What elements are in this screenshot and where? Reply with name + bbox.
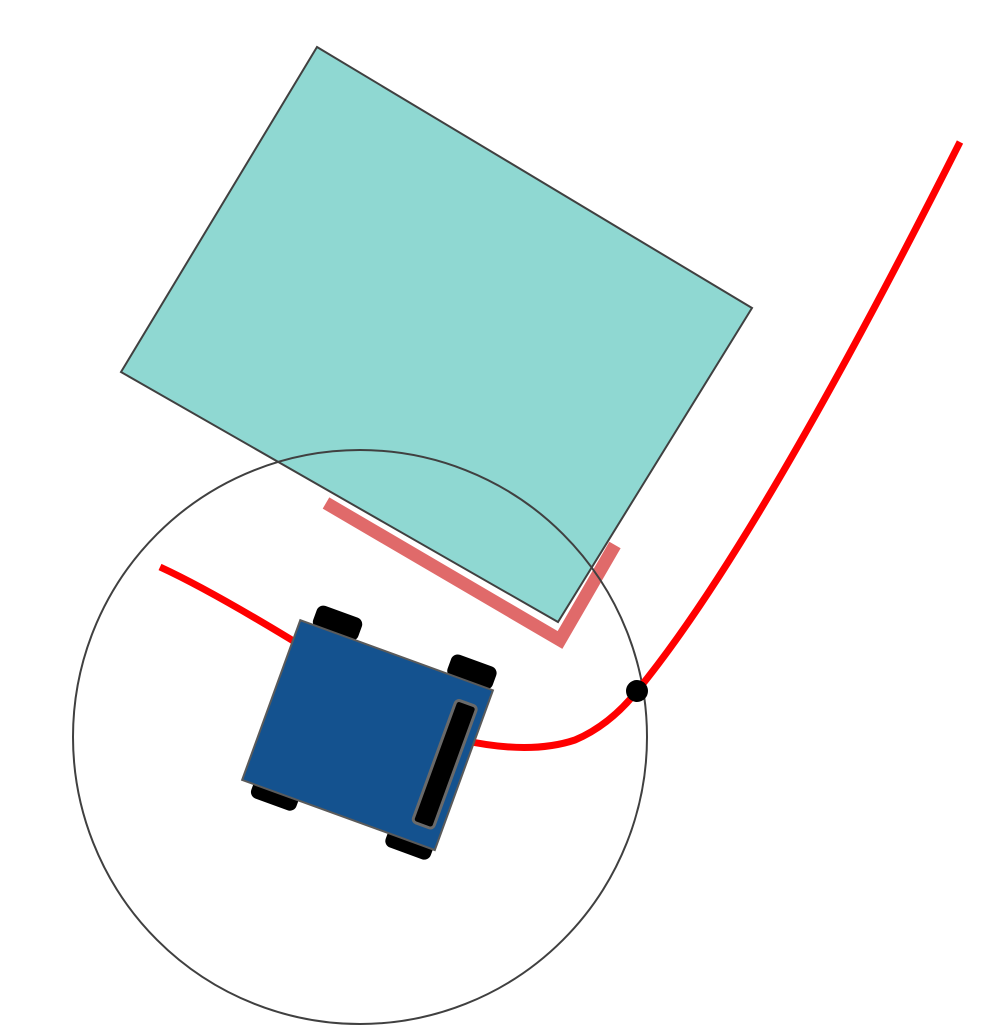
sensor-range-circle [72,449,648,1025]
wheel [312,605,363,641]
path-intersection-point [626,680,648,702]
robot-sensor-bar [411,699,478,830]
rectangular-obstacle [119,45,754,624]
robot-vehicle [240,605,497,860]
planned-path [461,140,964,751]
wheel [447,654,497,690]
obstacle-edge-highlight [322,497,621,649]
planned-path [158,563,302,648]
